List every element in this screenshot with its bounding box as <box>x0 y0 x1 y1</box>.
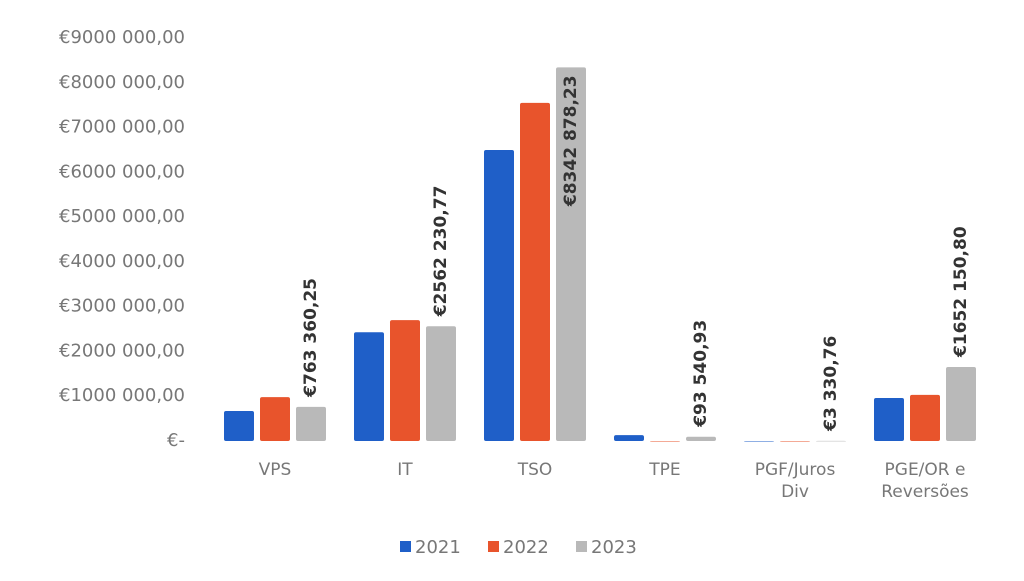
legend-label: 2022 <box>503 537 549 558</box>
y-tick-label: €5000 000,00 <box>59 206 185 227</box>
legend-swatch <box>488 541 499 552</box>
y-tick-label: €8000 000,00 <box>59 72 185 93</box>
bar <box>874 398 904 441</box>
y-tick-label: €7000 000,00 <box>59 117 185 138</box>
bar <box>296 406 326 441</box>
y-tick-label: €9000 000,00 <box>59 27 185 48</box>
bar <box>910 394 940 441</box>
legend-swatch <box>400 541 411 552</box>
bar <box>780 441 810 442</box>
legend-label: 2023 <box>591 537 637 558</box>
bar <box>484 149 514 441</box>
bar <box>390 320 420 441</box>
bar <box>224 410 254 441</box>
bar <box>816 440 846 442</box>
y-tick-label: €6000 000,00 <box>59 161 185 182</box>
y-tick-label: €- <box>167 430 185 451</box>
y-tick-label: €3000 000,00 <box>59 296 185 317</box>
bar <box>354 332 384 441</box>
bar <box>686 436 716 441</box>
y-tick-label: €2000 000,00 <box>59 340 185 361</box>
bar <box>650 441 680 442</box>
y-tick-label: €4000 000,00 <box>59 251 185 272</box>
value-label: €3 330,76 <box>821 336 841 432</box>
x-tick-label: PGF/Juros Div <box>754 460 836 502</box>
x-tick-label: VPS <box>258 460 292 480</box>
value-label: €2562 230,77 <box>431 186 451 318</box>
value-label: €8342 878,23 <box>561 75 581 207</box>
y-tick-label: €1000 000,00 <box>59 385 185 406</box>
legend-label: 2021 <box>415 537 461 558</box>
bar <box>946 367 976 441</box>
legend-swatch <box>576 541 587 552</box>
bar <box>744 441 774 442</box>
value-label: €763 360,25 <box>301 278 321 398</box>
bar <box>556 67 586 442</box>
value-label: €93 540,93 <box>691 320 711 428</box>
bar <box>426 326 456 441</box>
x-tick-label: TPE <box>649 460 681 480</box>
value-label: €1652 150,80 <box>951 226 971 358</box>
x-tick-label: TSO <box>517 460 553 480</box>
x-tick-label: IT <box>397 460 413 480</box>
bar <box>260 397 290 441</box>
bar <box>520 102 550 441</box>
x-tick-label: PGE/OR e Reversões <box>881 460 969 502</box>
bar <box>614 435 644 441</box>
